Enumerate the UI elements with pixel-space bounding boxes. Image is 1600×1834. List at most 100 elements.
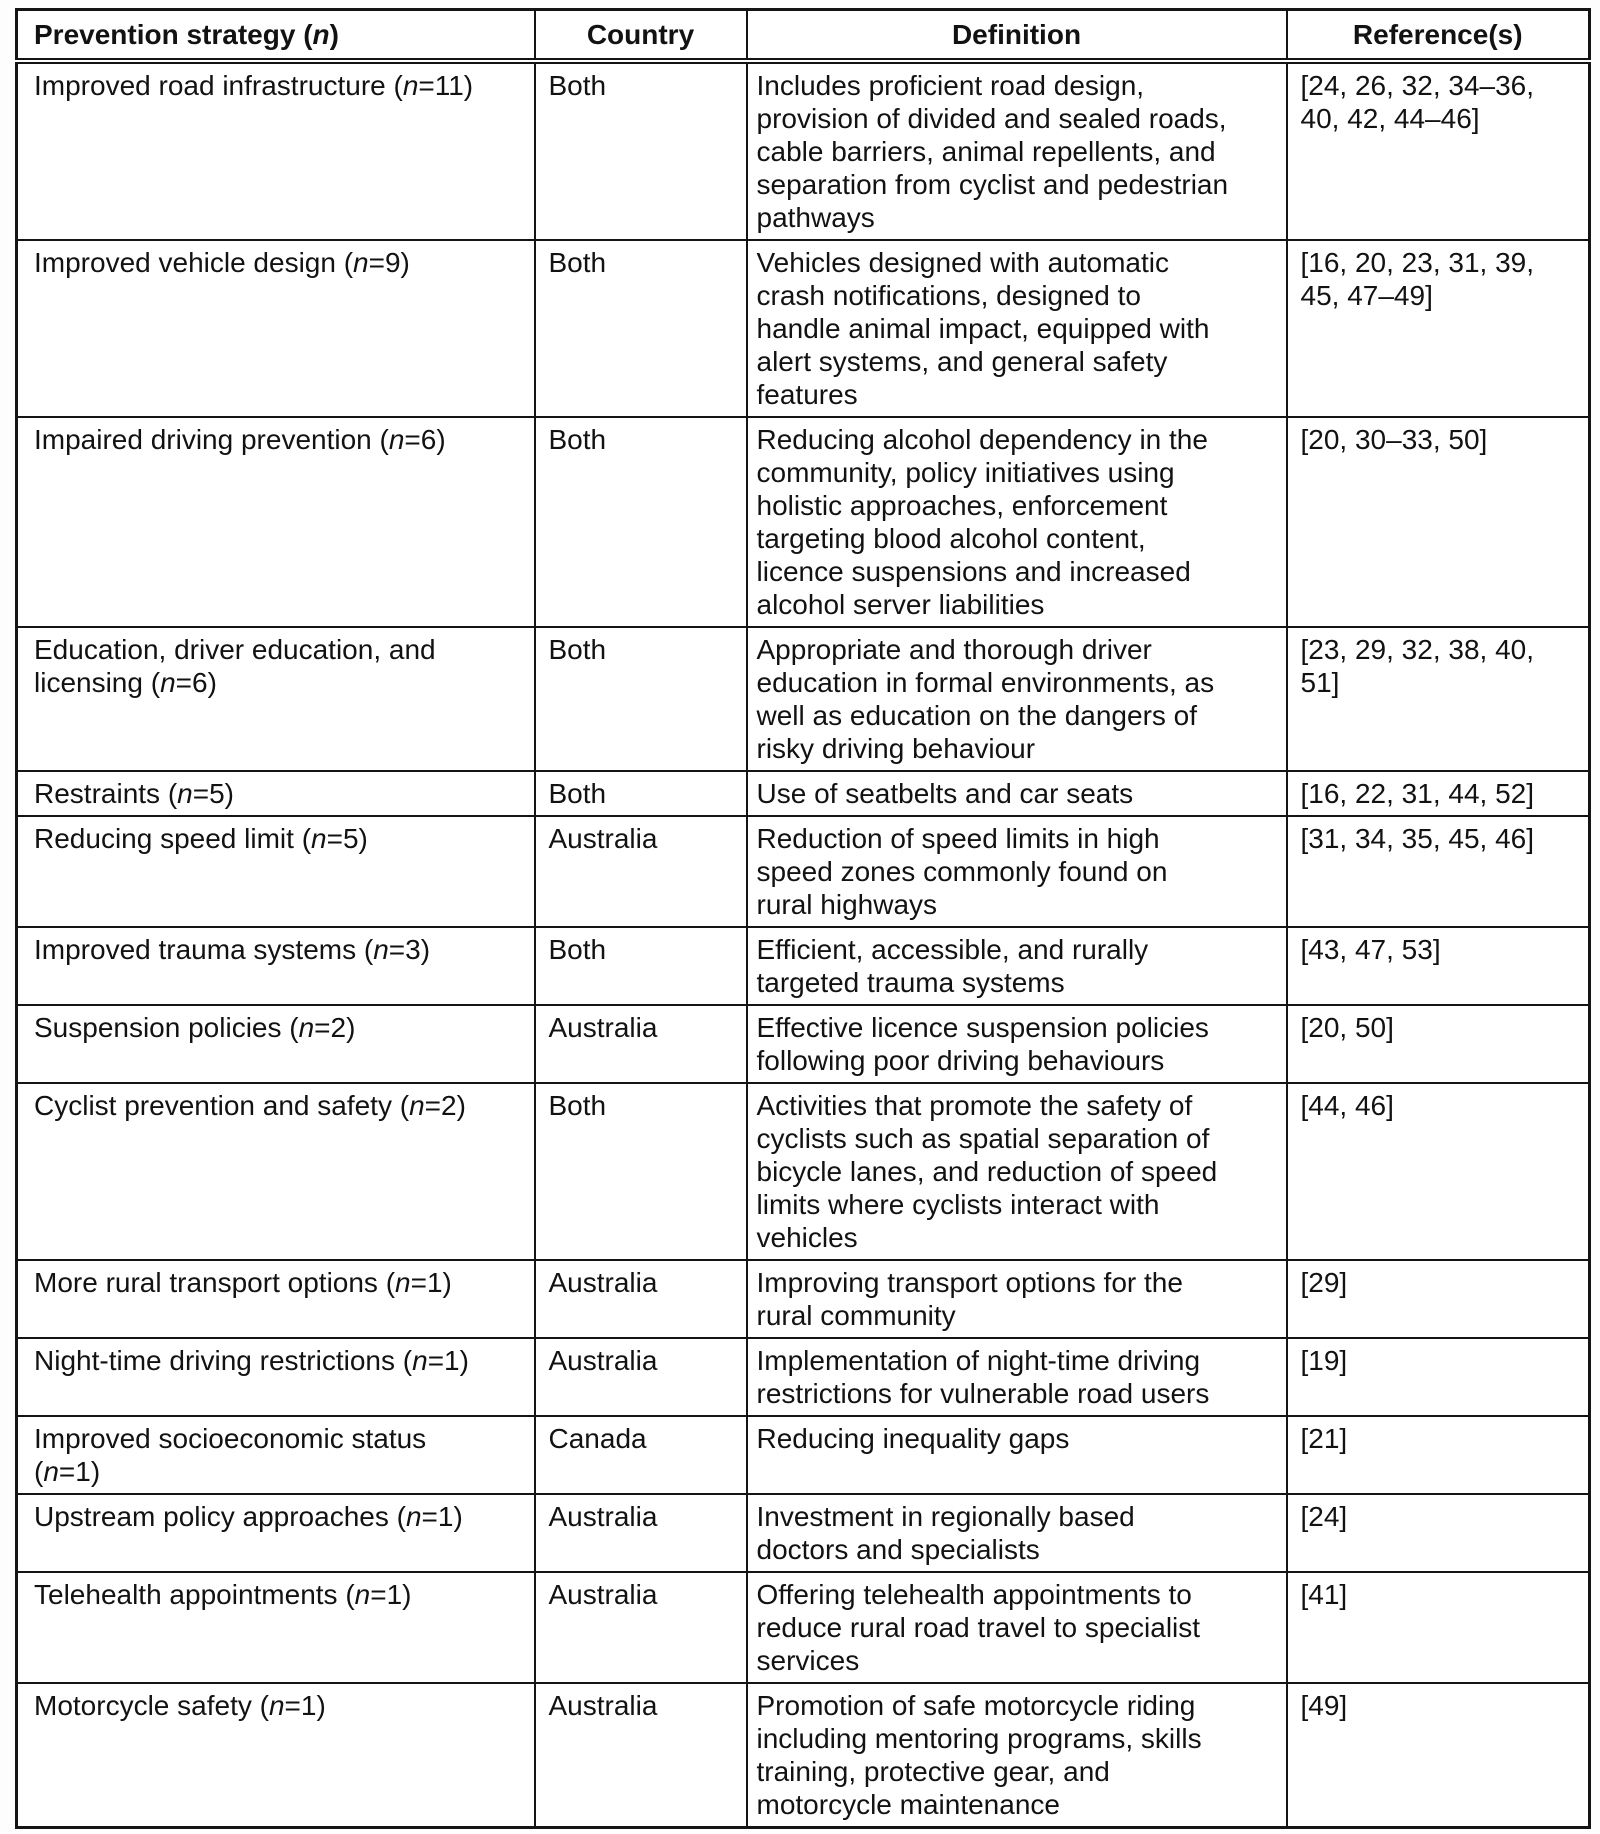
references-cell: [29] <box>1285 1259 1591 1339</box>
prevention-strategies-table: Prevention strategy (n) Country Definiti… <box>15 8 1591 1829</box>
definition-cell: Reducing alcohol dependency in the commu… <box>745 416 1288 628</box>
strategy-text-post: =5) <box>192 778 234 809</box>
country-cell: Australia <box>533 1259 748 1339</box>
references-cell: [43, 47, 53] <box>1285 926 1591 1006</box>
table-row: Telehealth appointments (n=1) Australia … <box>15 1571 1591 1684</box>
strategy-n-italic: n <box>409 1090 425 1121</box>
strategy-text-post: =1) <box>421 1501 463 1532</box>
strategy-cell: Reducing speed limit (n=5) <box>15 815 536 928</box>
country-cell: Both <box>533 1082 748 1261</box>
country-cell: Both <box>533 60 748 241</box>
strategy-text-post: =6) <box>404 424 446 455</box>
strategy-n-italic: n <box>353 247 369 278</box>
country-cell: Canada <box>533 1415 748 1495</box>
country-cell: Australia <box>533 1493 748 1573</box>
strategy-n-italic: n <box>160 667 176 698</box>
header-strategy-post: ) <box>329 19 339 50</box>
definition-cell: Activities that promote the safety of cy… <box>745 1082 1288 1261</box>
header-strategy-n-italic: n <box>312 19 330 50</box>
table-row: Improved road infrastructure (n=11) Both… <box>15 60 1591 241</box>
table-row: Night-time driving restrictions (n=1) Au… <box>15 1337 1591 1417</box>
strategy-text-pre: Education, driver education, and licensi… <box>34 634 436 698</box>
references-cell: [16, 20, 23, 31, 39, 45, 47–49] <box>1285 239 1591 418</box>
strategy-n-italic: n <box>388 424 405 455</box>
strategy-text-pre: Reducing speed limit ( <box>34 823 312 854</box>
strategy-cell: Cyclist prevention and safety (n=2) <box>15 1082 536 1261</box>
definition-cell: Includes proficient road design, provisi… <box>745 60 1288 241</box>
references-cell: [24] <box>1285 1493 1591 1573</box>
strategy-text-pre: Restraints ( <box>34 778 178 809</box>
references-cell: [21] <box>1285 1415 1591 1495</box>
strategy-text-post: =3) <box>388 934 431 965</box>
strategy-text-pre: Improved vehicle design ( <box>34 247 354 278</box>
strategy-cell: Improved vehicle design (n=9) <box>15 239 536 418</box>
strategy-text-post: =1) <box>410 1267 452 1298</box>
table-row: Motorcycle safety (n=1) Australia Promot… <box>15 1682 1591 1829</box>
strategy-cell: Telehealth appointments (n=1) <box>15 1571 536 1684</box>
header-row: Prevention strategy (n) Country Definiti… <box>15 8 1591 64</box>
strategy-text-pre: More rural transport options ( <box>34 1267 396 1298</box>
definition-cell: Vehicles designed with automatic crash n… <box>745 239 1288 418</box>
references-cell: [16, 22, 31, 44, 52] <box>1285 770 1591 817</box>
country-cell: Both <box>533 239 748 418</box>
country-cell: Australia <box>533 1682 748 1829</box>
strategy-cell: Impaired driving prevention (n=6) <box>15 416 536 628</box>
table-body: Improved road infrastructure (n=11) Both… <box>15 60 1591 1829</box>
strategy-cell: Improved socioeconomic status (n=1) <box>15 1415 536 1495</box>
table-row: Suspension policies (n=2) Australia Effe… <box>15 1004 1591 1084</box>
header-country: Country <box>533 8 748 64</box>
strategy-n-italic: n <box>395 1267 411 1298</box>
strategy-n-italic: n <box>354 1579 371 1610</box>
strategy-text-pre: Night-time driving restrictions ( <box>34 1345 413 1376</box>
table-row: Improved vehicle design (n=9) Both Vehic… <box>15 239 1591 418</box>
table-header: Prevention strategy (n) Country Definiti… <box>15 8 1591 64</box>
definition-cell: Promotion of safe motorcycle riding incl… <box>745 1682 1288 1829</box>
country-cell: Australia <box>533 815 748 928</box>
references-cell: [31, 34, 35, 45, 46] <box>1285 815 1591 928</box>
strategy-text-pre: Improved road infrastructure ( <box>34 70 403 101</box>
table-row: Cyclist prevention and safety (n=2) Both… <box>15 1082 1591 1261</box>
definition-cell: Appropriate and thorough driver educatio… <box>745 626 1288 772</box>
table-row: Upstream policy approaches (n=1) Austral… <box>15 1493 1591 1573</box>
references-cell: [23, 29, 32, 38, 40, 51] <box>1285 626 1591 772</box>
references-cell: [20, 50] <box>1285 1004 1591 1084</box>
strategy-n-italic: n <box>373 934 389 965</box>
references-cell: [49] <box>1285 1682 1591 1829</box>
strategy-cell: Restraints (n=5) <box>15 770 536 817</box>
references-cell: [41] <box>1285 1571 1591 1684</box>
strategy-cell: Improved road infrastructure (n=11) <box>15 60 536 241</box>
references-cell: [24, 26, 32, 34–36, 40, 42, 44–46] <box>1285 60 1591 241</box>
table-row: Restraints (n=5) Both Use of seatbelts a… <box>15 770 1591 817</box>
strategy-text-post: =9) <box>368 247 410 278</box>
references-cell: [44, 46] <box>1285 1082 1591 1261</box>
country-cell: Both <box>533 770 748 817</box>
definition-cell: Investment in regionally based doctors a… <box>745 1493 1288 1573</box>
strategy-cell: More rural transport options (n=1) <box>15 1259 536 1339</box>
strategy-text-post: =1) <box>284 1690 326 1721</box>
strategy-cell: Suspension policies (n=2) <box>15 1004 536 1084</box>
header-references: Reference(s) <box>1285 8 1591 64</box>
strategy-text-post: =5) <box>326 823 368 854</box>
table-row: Improved socioeconomic status (n=1) Cana… <box>15 1415 1591 1495</box>
strategy-text-pre: Improved socioeconomic status ( <box>34 1423 427 1487</box>
table-row: More rural transport options (n=1) Austr… <box>15 1259 1591 1339</box>
definition-cell: Improving transport options for the rura… <box>745 1259 1288 1339</box>
strategy-n-italic: n <box>402 70 419 101</box>
strategy-text-post: =6) <box>175 667 217 698</box>
strategy-n-italic: n <box>177 778 193 809</box>
definition-cell: Implementation of night-time driving res… <box>745 1337 1288 1417</box>
definition-cell: Efficient, accessible, and rurally targe… <box>745 926 1288 1006</box>
header-prevention-strategy: Prevention strategy (n) <box>15 8 536 64</box>
strategy-cell: Improved trauma systems (n=3) <box>15 926 536 1006</box>
strategy-n-italic: n <box>268 1690 285 1721</box>
table-row: Education, driver education, and licensi… <box>15 626 1591 772</box>
definition-cell: Offering telehealth appointments to redu… <box>745 1571 1288 1684</box>
strategy-n-italic: n <box>43 1456 59 1487</box>
definition-cell: Reduction of speed limits in high speed … <box>745 815 1288 928</box>
table-row: Improved trauma systems (n=3) Both Effic… <box>15 926 1591 1006</box>
country-cell: Australia <box>533 1004 748 1084</box>
country-cell: Both <box>533 626 748 772</box>
strategy-text-pre: Cyclist prevention and safety ( <box>34 1090 410 1121</box>
table-row: Impaired driving prevention (n=6) Both R… <box>15 416 1591 628</box>
